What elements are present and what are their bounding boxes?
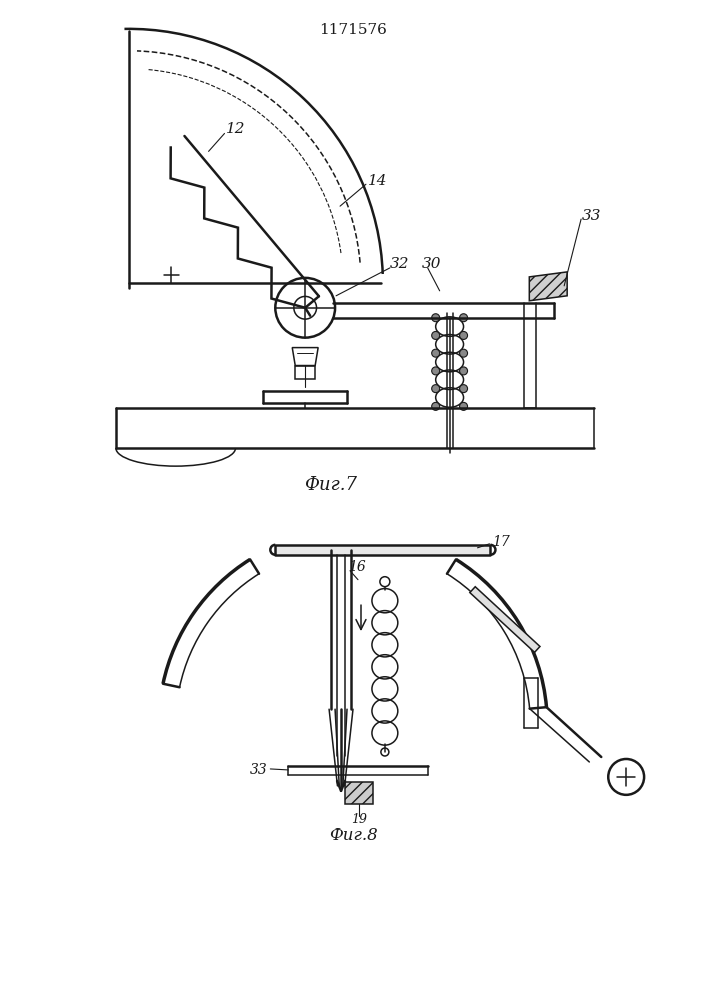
Text: 33: 33 (582, 209, 602, 223)
Circle shape (432, 385, 440, 393)
Text: 1171576: 1171576 (319, 23, 387, 37)
Circle shape (460, 367, 467, 375)
Text: 17: 17 (493, 535, 510, 549)
Circle shape (432, 314, 440, 322)
Circle shape (460, 402, 467, 410)
Bar (345, 782, 373, 804)
Circle shape (432, 367, 440, 375)
Circle shape (460, 349, 467, 357)
Text: 12: 12 (226, 122, 245, 136)
Circle shape (460, 331, 467, 339)
Text: 33: 33 (250, 763, 267, 777)
Bar (296, 366, 315, 379)
Circle shape (432, 331, 440, 339)
Text: 32: 32 (390, 257, 409, 271)
Polygon shape (530, 272, 567, 301)
Circle shape (432, 402, 440, 410)
Text: 19: 19 (351, 813, 367, 826)
Text: 30: 30 (422, 257, 441, 271)
Circle shape (460, 385, 467, 393)
Text: 14: 14 (368, 174, 387, 188)
Bar (275, 545, 491, 555)
Circle shape (432, 349, 440, 357)
Text: Фиг.7: Фиг.7 (303, 476, 356, 494)
Circle shape (460, 314, 467, 322)
Text: Фиг.8: Фиг.8 (329, 827, 378, 844)
Text: 16: 16 (348, 560, 366, 574)
Polygon shape (470, 587, 540, 652)
